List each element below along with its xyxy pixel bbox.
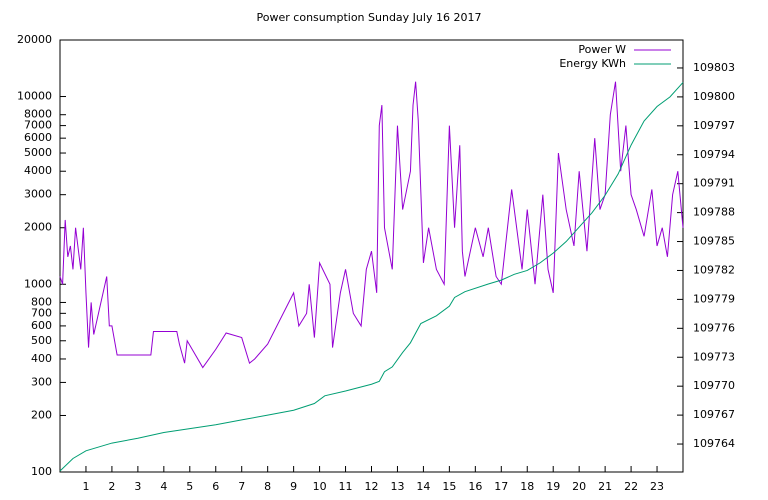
y2-tick-label: 109779	[693, 292, 735, 305]
y2-tick-label: 109770	[693, 379, 735, 392]
x-tick-label: 12	[365, 480, 379, 493]
y2-tick-label: 109776	[693, 321, 735, 334]
series-line	[59, 81, 684, 369]
y2-tick-label: 109797	[693, 119, 735, 132]
x-tick-label: 8	[264, 480, 271, 493]
x-tick-label: 16	[468, 480, 482, 493]
x-tick-label: 15	[442, 480, 456, 493]
x-tick-label: 2	[108, 480, 115, 493]
y2-tick-label: 109767	[693, 408, 735, 421]
y-tick-label: 400	[31, 352, 52, 365]
y-tick-label: 700	[31, 306, 52, 319]
y-tick-label: 600	[31, 319, 52, 332]
y-tick-label: 300	[31, 375, 52, 388]
x-tick-label: 17	[494, 480, 508, 493]
y-tick-label: 800	[31, 295, 52, 308]
x-tick-label: 1	[82, 480, 89, 493]
x-tick-label: 14	[416, 480, 430, 493]
y-tick-label: 5000	[24, 146, 52, 159]
y-tick-label: 10000	[17, 90, 52, 103]
y-tick-label: 6000	[24, 131, 52, 144]
x-tick-label: 22	[624, 480, 638, 493]
x-tick-label: 21	[598, 480, 612, 493]
x-tick-label: 6	[212, 480, 219, 493]
x-tick-label: 9	[290, 480, 297, 493]
x-tick-label: 20	[572, 480, 586, 493]
y2-tick-label: 109782	[693, 263, 735, 276]
chart-title: Power consumption Sunday July 16 2017	[257, 11, 482, 24]
x-tick-label: 10	[313, 480, 327, 493]
y-tick-label: 8000	[24, 108, 52, 121]
y-tick-label: 2000	[24, 221, 52, 234]
y2-tick-label: 109803	[693, 61, 735, 74]
x-tick-label: 5	[186, 480, 193, 493]
x-tick-label: 4	[160, 480, 167, 493]
y2-tick-label: 109773	[693, 350, 735, 363]
y-tick-label: 3000	[24, 188, 52, 201]
x-tick-label: 11	[339, 480, 353, 493]
x-tick-label: 18	[520, 480, 534, 493]
y2-tick-label: 109764	[693, 437, 735, 450]
series-line	[59, 82, 684, 472]
plot-border	[59, 39, 684, 473]
x-tick-label: 3	[134, 480, 141, 493]
y2-tick-label: 109791	[693, 177, 735, 190]
y2-tick-label: 109800	[693, 90, 735, 103]
y2-tick-label: 109788	[693, 206, 735, 219]
y2-tick-label: 109794	[693, 148, 735, 161]
x-tick-label: 7	[238, 480, 245, 493]
legend-label: Power W	[578, 43, 626, 56]
y-tick-label: 4000	[24, 164, 52, 177]
legend-label: Energy KWh	[559, 57, 626, 70]
y-tick-label: 20000	[17, 33, 52, 46]
y-tick-label: 100	[31, 465, 52, 478]
y2-tick-label: 109785	[693, 235, 735, 248]
y-tick-label: 7000	[24, 119, 52, 132]
y-tick-label: 500	[31, 334, 52, 347]
y-tick-label: 1000	[24, 277, 52, 290]
x-tick-label: 23	[650, 480, 664, 493]
y-tick-label: 200	[31, 408, 52, 421]
x-tick-label: 13	[390, 480, 404, 493]
x-tick-label: 19	[546, 480, 560, 493]
